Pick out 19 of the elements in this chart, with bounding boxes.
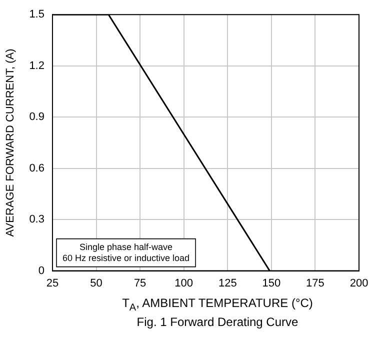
annotation: 60 Hz resistive or inductive load	[62, 252, 190, 263]
x-tick-label: 125	[218, 277, 237, 290]
y-tick-label: 1.2	[29, 60, 44, 72]
y-axis-title: AVERAGE FORWARD CURRENT, (A)	[4, 48, 17, 237]
y-tick-label: 0.9	[29, 111, 44, 124]
y-tick-label: 0.3	[29, 214, 44, 226]
x-tick-label: 75	[134, 277, 146, 290]
annotation: Single phase half-wave	[79, 242, 173, 252]
x-tick-label: 150	[262, 277, 281, 290]
x-tick-label: 100	[174, 277, 194, 290]
x-axis-title: T$_{A}$, AMBIENT TEMPERATURE (°C)	[121, 296, 314, 314]
x-tick-label: 200	[350, 277, 368, 290]
x-tick-label: 25	[46, 277, 59, 290]
x-tick-label: 175	[306, 277, 324, 290]
y-tick-label: 0	[38, 264, 44, 277]
y-tick-label: 1.5	[29, 8, 44, 21]
x-tick-label: 50	[90, 277, 102, 290]
y-tick-label: 0.6	[29, 162, 44, 174]
text: Fig. 1 Forward Derating Curve	[136, 315, 300, 330]
